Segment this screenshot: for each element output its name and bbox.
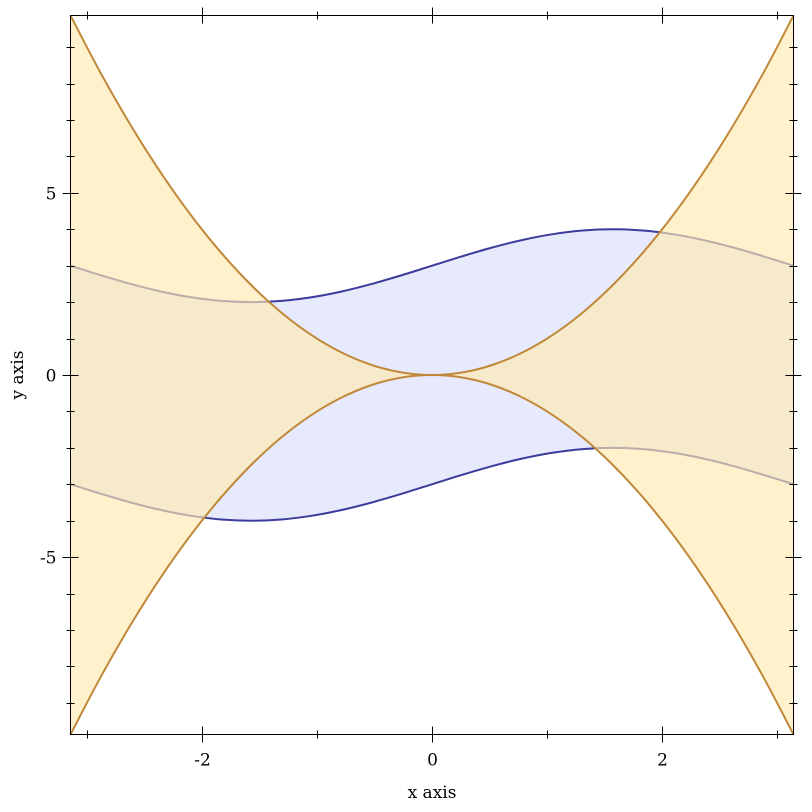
plot-area — [69, 15, 795, 735]
y-tick-label: -5 — [40, 549, 57, 569]
y-axis-label: y axis — [8, 351, 28, 401]
x-axis-label: x axis — [408, 783, 457, 803]
x-tick-label: 0 — [427, 751, 438, 771]
x-tick-label: -2 — [194, 751, 211, 771]
x-tick-label: 2 — [657, 751, 668, 771]
axis-ticks: -2 0 2 -5 0 5 — [40, 7, 802, 771]
y-tick-label: 0 — [46, 367, 57, 387]
interval-lower-line-1 — [69, 373, 795, 735]
y-tick-label: 5 — [46, 185, 57, 205]
